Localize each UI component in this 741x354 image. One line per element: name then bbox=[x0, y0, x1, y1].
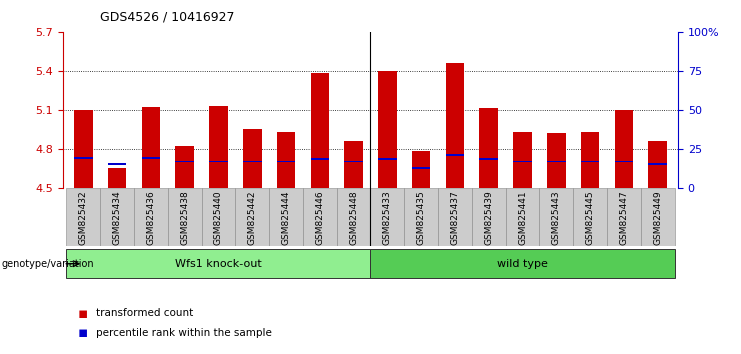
Bar bbox=[607, 188, 641, 246]
Bar bbox=[167, 188, 202, 246]
Bar bbox=[472, 188, 505, 246]
Text: ▪: ▪ bbox=[78, 325, 88, 340]
Bar bbox=[100, 188, 134, 246]
Bar bbox=[514, 161, 532, 162]
Text: GSM825447: GSM825447 bbox=[619, 190, 628, 245]
Bar bbox=[614, 161, 634, 162]
FancyBboxPatch shape bbox=[370, 249, 674, 278]
Bar bbox=[648, 141, 667, 188]
Bar bbox=[378, 71, 396, 188]
Text: GSM825440: GSM825440 bbox=[214, 190, 223, 245]
Text: genotype/variation: genotype/variation bbox=[1, 259, 94, 269]
Bar bbox=[378, 158, 396, 160]
Bar bbox=[107, 168, 127, 188]
Bar bbox=[209, 106, 227, 188]
Bar bbox=[445, 63, 465, 188]
Bar bbox=[412, 151, 431, 188]
Bar bbox=[574, 188, 607, 246]
Text: GSM825439: GSM825439 bbox=[485, 190, 494, 245]
Bar bbox=[269, 188, 303, 246]
Bar bbox=[405, 188, 438, 246]
Text: GSM825435: GSM825435 bbox=[416, 190, 425, 245]
Text: GSM825438: GSM825438 bbox=[180, 190, 189, 245]
Bar bbox=[445, 154, 465, 156]
Bar bbox=[336, 188, 370, 246]
Text: Wfs1 knock-out: Wfs1 knock-out bbox=[175, 259, 262, 269]
Bar bbox=[539, 188, 574, 246]
Text: GSM825442: GSM825442 bbox=[247, 190, 256, 245]
Bar bbox=[345, 141, 363, 188]
Bar bbox=[438, 188, 472, 246]
Bar bbox=[67, 188, 100, 246]
Text: GSM825446: GSM825446 bbox=[316, 190, 325, 245]
Bar bbox=[74, 157, 93, 159]
Bar bbox=[581, 132, 599, 188]
Bar bbox=[202, 188, 236, 246]
Bar bbox=[547, 161, 565, 162]
Bar bbox=[236, 188, 269, 246]
Bar bbox=[243, 129, 262, 188]
Text: GSM825448: GSM825448 bbox=[349, 190, 358, 245]
Text: wild type: wild type bbox=[497, 259, 548, 269]
Text: percentile rank within the sample: percentile rank within the sample bbox=[96, 328, 272, 338]
Bar bbox=[310, 73, 329, 188]
Bar bbox=[505, 188, 539, 246]
Bar bbox=[648, 164, 667, 165]
Bar bbox=[243, 161, 262, 162]
Bar bbox=[345, 161, 363, 162]
Text: GSM825432: GSM825432 bbox=[79, 190, 87, 245]
Bar bbox=[134, 188, 167, 246]
Text: GSM825445: GSM825445 bbox=[585, 190, 595, 245]
Bar bbox=[479, 108, 498, 188]
Bar bbox=[209, 161, 227, 162]
Text: GSM825444: GSM825444 bbox=[282, 190, 290, 245]
Bar bbox=[176, 146, 194, 188]
Text: GSM825449: GSM825449 bbox=[654, 190, 662, 245]
Bar bbox=[276, 132, 296, 188]
Text: GSM825436: GSM825436 bbox=[146, 190, 156, 245]
Bar bbox=[142, 107, 160, 188]
Bar bbox=[310, 158, 329, 160]
Bar bbox=[479, 158, 498, 160]
Bar bbox=[641, 188, 674, 246]
Bar bbox=[581, 161, 599, 162]
Bar bbox=[547, 133, 565, 188]
FancyBboxPatch shape bbox=[67, 249, 370, 278]
Bar bbox=[614, 110, 634, 188]
Bar bbox=[303, 188, 336, 246]
Text: GSM825443: GSM825443 bbox=[552, 190, 561, 245]
Text: GDS4526 / 10416927: GDS4526 / 10416927 bbox=[100, 11, 235, 24]
Text: transformed count: transformed count bbox=[96, 308, 193, 318]
Text: GSM825434: GSM825434 bbox=[113, 190, 122, 245]
Bar bbox=[176, 161, 194, 162]
Text: GSM825433: GSM825433 bbox=[383, 190, 392, 245]
Text: ▪: ▪ bbox=[78, 306, 88, 321]
Bar bbox=[514, 132, 532, 188]
Bar bbox=[107, 164, 127, 165]
Bar bbox=[412, 167, 431, 169]
Bar bbox=[370, 188, 405, 246]
Bar bbox=[142, 157, 160, 159]
Text: GSM825441: GSM825441 bbox=[518, 190, 527, 245]
Bar bbox=[276, 161, 296, 162]
Bar bbox=[74, 110, 93, 188]
Text: GSM825437: GSM825437 bbox=[451, 190, 459, 245]
